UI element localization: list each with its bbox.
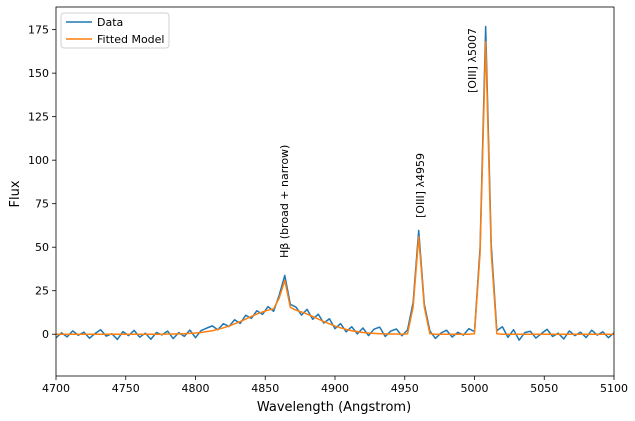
y-tick-label: 0 bbox=[42, 328, 49, 341]
y-tick-label: 50 bbox=[35, 241, 49, 254]
y-tick-label: 175 bbox=[28, 24, 49, 37]
x-tick-label: 4950 bbox=[391, 382, 419, 395]
y-tick-label: 75 bbox=[35, 198, 49, 211]
annotation: [OIII] λ5007 bbox=[466, 28, 479, 93]
series-line bbox=[56, 25, 614, 341]
legend-label: Data bbox=[97, 16, 123, 29]
x-tick-label: 4800 bbox=[182, 382, 210, 395]
y-axis-label: Flux bbox=[8, 180, 23, 207]
plot-area bbox=[56, 25, 614, 341]
x-tick-label: 4900 bbox=[321, 382, 349, 395]
y-tick-label: 25 bbox=[35, 285, 49, 298]
x-tick-label: 4700 bbox=[42, 382, 70, 395]
x-tick-label: 4850 bbox=[251, 382, 279, 395]
series-line bbox=[56, 41, 614, 335]
x-tick-label: 4750 bbox=[112, 382, 140, 395]
y-tick-label: 125 bbox=[28, 111, 49, 124]
y-tick-label: 100 bbox=[28, 154, 49, 167]
x-axis-label: Wavelength (Angstrom) bbox=[257, 400, 411, 415]
y-tick-label: 150 bbox=[28, 67, 49, 80]
x-tick-label: 5100 bbox=[600, 382, 628, 395]
annotation: [OIII] λ4959 bbox=[414, 153, 427, 218]
axes-frame bbox=[55, 6, 615, 377]
x-tick-label: 5000 bbox=[461, 382, 489, 395]
x-tick-label: 5050 bbox=[530, 382, 558, 395]
annotation: Hβ (broad + narrow) bbox=[278, 145, 291, 258]
legend-label: Fitted Model bbox=[97, 33, 164, 46]
